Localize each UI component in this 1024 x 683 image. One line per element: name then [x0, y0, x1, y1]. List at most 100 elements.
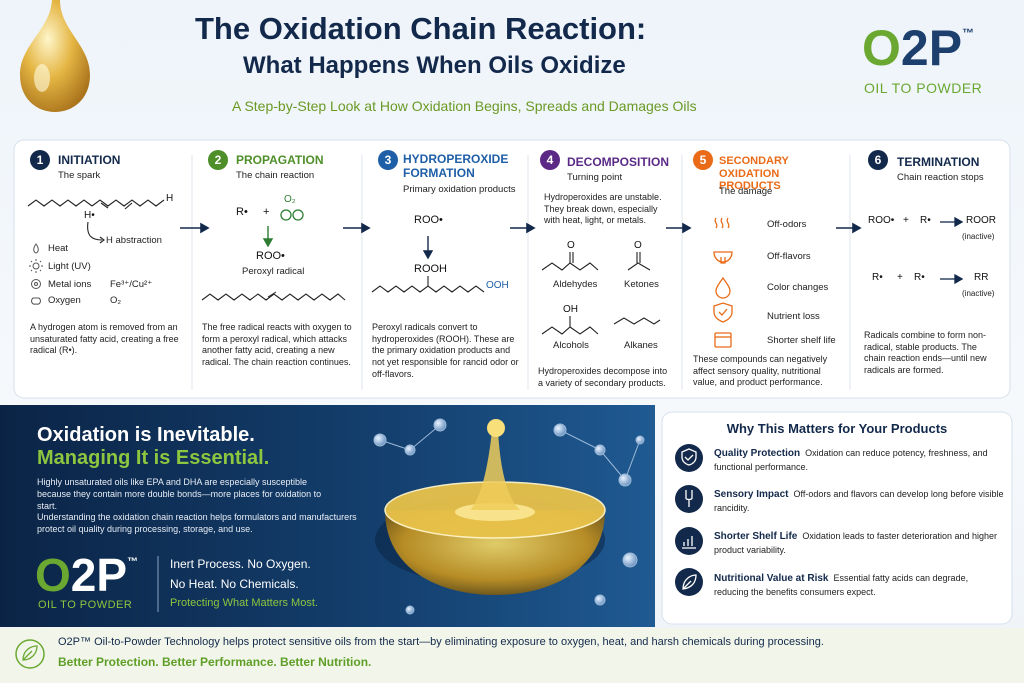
footer-tagline: Better Protection. Better Performance. B…: [58, 655, 372, 669]
why-item-text: Oxidation leads to faster deterioration …: [714, 531, 997, 555]
logo: O2P™: [862, 18, 974, 78]
why-item-text: Off-odors and flavors can develop long b…: [714, 489, 1004, 513]
chem-plus: +: [903, 215, 909, 226]
effect: Off-flavors: [767, 251, 811, 262]
why-item: Quality Protection Oxidation can reduce …: [714, 447, 1004, 473]
leaf-icon: [22, 645, 38, 661]
chem-label: R•: [920, 215, 931, 226]
step-number: 1: [30, 150, 50, 170]
leaf-icon: [15, 639, 45, 669]
oxygen-molecule: [280, 209, 304, 221]
why-item-text: Essential fatty acids can degrade, reduc…: [714, 573, 969, 597]
why-item: Sensory Impact Off-odors and flavors can…: [714, 488, 1004, 514]
atom-label: H•: [84, 210, 95, 221]
step-subtitle: Primary oxidation products: [403, 184, 516, 195]
feature-heading: Oxidation is Inevitable.: [37, 424, 255, 446]
why-item-title: Nutritional Value at Risk: [714, 573, 829, 584]
column-dividers: [191, 155, 851, 390]
subtitle: A Step-by-Step Look at How Oxidation Beg…: [232, 98, 697, 114]
step-title: DECOMPOSITION: [567, 155, 670, 169]
atom-label: H: [166, 193, 174, 204]
step-arrows: [180, 222, 862, 234]
chem-note: (inactive): [962, 232, 995, 241]
product-label: Alkanes: [624, 340, 658, 351]
logo-tm: ™: [962, 26, 975, 40]
logo-o: O: [862, 20, 901, 76]
chem-plus: +: [263, 206, 270, 218]
step-body: A hydrogen atom is removed from an unsat…: [30, 322, 179, 356]
step-intro: Hydroperoxides are unstable. They break …: [544, 192, 662, 226]
footer-band: [0, 628, 1024, 683]
oil-drop: [20, 0, 90, 112]
effect: Shorter shelf life: [767, 335, 836, 346]
atom-label: O: [567, 240, 575, 251]
logo-tm: ™: [127, 556, 139, 568]
product-label: Alcohols: [553, 340, 589, 351]
title: What Happens When Oils Oxidize: [243, 52, 626, 79]
title: The Oxidation Chain Reaction:: [195, 11, 647, 46]
atom-label: O: [634, 240, 642, 251]
step-subtitle: The chain reaction: [236, 170, 315, 181]
footer-text: O2P™ Oil-to-Powder Technology helps prot…: [58, 636, 824, 648]
chem-label: ROO•: [868, 215, 895, 226]
feature-heading: Managing It is Essential.: [37, 447, 270, 469]
factor: Light (UV): [48, 261, 91, 272]
hydroperoxide-chain: [371, 276, 485, 293]
step-body: The free radical reacts with oxygen to f…: [202, 322, 352, 368]
product-label: Aldehydes: [553, 279, 598, 290]
chem-label: R•: [236, 206, 248, 218]
chem-note: (inactive): [962, 289, 995, 298]
chem-label: R•: [914, 272, 925, 283]
step-number: 3: [378, 150, 398, 170]
steps-panel: [13, 139, 1011, 399]
logo-o: O: [35, 549, 71, 601]
step-body: Radicals combine to form non-radical, st…: [864, 330, 987, 376]
fatty-acid-chain: [27, 199, 165, 244]
effect-icons: [713, 217, 733, 348]
logo-2: 2: [70, 549, 97, 601]
step-number: 2: [208, 150, 228, 170]
chem-label: ROO•: [256, 250, 285, 262]
effect: Nutrient loss: [767, 311, 820, 322]
factor-detail: O₂: [110, 295, 122, 306]
step-title: PROPAGATION: [236, 153, 324, 167]
logo-p: P: [96, 549, 128, 601]
molecule-decor: [373, 418, 645, 615]
effect: Off-odors: [767, 219, 807, 230]
propagation-arrow: [262, 226, 274, 248]
logo-2: 2: [900, 20, 929, 76]
chem-group: OOH: [486, 280, 509, 291]
why-title: Why This Matters for Your Products: [726, 421, 948, 436]
step-body: Hydroperoxides decompose into a variety …: [538, 366, 668, 388]
chem-label: O₂: [284, 194, 296, 205]
chem-label: ROOR: [966, 215, 996, 226]
logo-tagline: OIL TO POWDER: [864, 80, 983, 96]
chem-label: ROO•: [414, 214, 443, 226]
step-title: HYDROPEROXIDE FORMATION: [403, 152, 509, 180]
why-item-title: Shorter Shelf Life: [714, 531, 798, 542]
claim: Protecting What Matters Most.: [170, 597, 318, 609]
step-subtitle: The damage: [719, 186, 773, 197]
step-title: INITIATION: [58, 153, 121, 167]
step-number: 5: [693, 150, 713, 170]
product-label: Ketones: [624, 279, 659, 290]
chem-label: R•: [872, 272, 883, 283]
factor-icons: [29, 243, 43, 305]
feature-paragraph: Highly unsaturated oils like EPA and DHA…: [37, 477, 322, 512]
oil-bowl: [375, 419, 606, 595]
logo-p: P: [928, 20, 963, 76]
why-item-title: Quality Protection: [714, 448, 801, 459]
why-item: Nutritional Value at Risk Essential fatt…: [714, 572, 1004, 598]
why-item-title: Sensory Impact: [714, 489, 789, 500]
step-body: Peroxyl radicals convert to hydroperoxid…: [372, 322, 519, 379]
factor-detail: Fe³⁺/Cu²⁺: [110, 279, 153, 290]
step-subtitle: Chain reaction stops: [897, 172, 984, 183]
why-item: Shorter Shelf Life Oxidation leads to fa…: [714, 530, 1004, 556]
claim: No Heat. No Chemicals.: [170, 577, 299, 591]
diagram-label: H abstraction: [106, 235, 162, 246]
logo-tagline: OIL TO POWDER: [38, 599, 133, 611]
chem-plus: +: [897, 272, 903, 283]
why-icons: [675, 444, 703, 596]
